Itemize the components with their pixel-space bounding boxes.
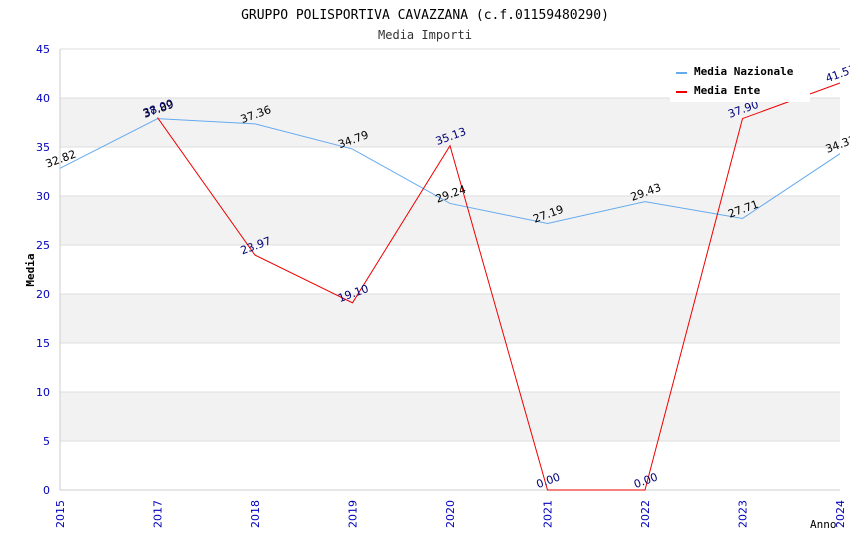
y-tick-label: 0 [43,484,50,497]
legend: Media Nazionale Media Ente [670,60,810,102]
x-tick-labels: 2015 2017 2018 2019 2020 2021 2022 2023 2024 [54,500,847,528]
x-tick-label: 2023 [737,500,750,528]
y-tick-label: 25 [36,239,50,252]
x-tick-label: 2024 [834,500,847,528]
legend-label-media-ente: Media Ente [694,84,761,97]
y-tick-label: 45 [36,43,50,56]
y-tick-label: 20 [36,288,50,301]
y-tick-label: 10 [36,386,50,399]
y-tick-labels: 0 5 10 15 20 25 30 35 40 45 [36,43,50,497]
x-tick-label: 2015 [54,500,67,528]
x-axis-label: Anno [810,518,837,531]
x-tick-label: 2019 [347,500,360,528]
chart-title: GRUPPO POLISPORTIVA CAVAZZANA (c.f.01159… [241,8,609,23]
x-tick-label: 2021 [542,500,555,528]
legend-box [670,60,810,102]
x-tick-label: 2018 [249,500,262,528]
x-tick-label: 2017 [152,500,165,528]
grid-band [60,196,840,245]
y-axis-label: Media [24,253,37,286]
y-tick-label: 35 [36,141,50,154]
series-lines [59,82,841,491]
data-label: 41.53 [824,62,850,85]
x-tick-label: 2022 [639,500,652,528]
grid-band [60,392,840,441]
axes [59,49,840,491]
x-tick-label: 2020 [444,500,457,528]
series-line-media-ente [157,82,841,491]
y-tick-label: 30 [36,190,50,203]
y-tick-label: 15 [36,337,50,350]
y-tick-label: 5 [43,435,50,448]
data-label: 0.00 [535,470,562,491]
grid-band [60,294,840,343]
y-tick-label: 40 [36,92,50,105]
chart-subtitle: Media Importi [378,28,472,42]
grid-band [60,98,840,147]
grid-bands [60,98,840,441]
series-line-media-nazionale [59,118,841,225]
legend-label-media-nazionale: Media Nazionale [694,65,794,78]
